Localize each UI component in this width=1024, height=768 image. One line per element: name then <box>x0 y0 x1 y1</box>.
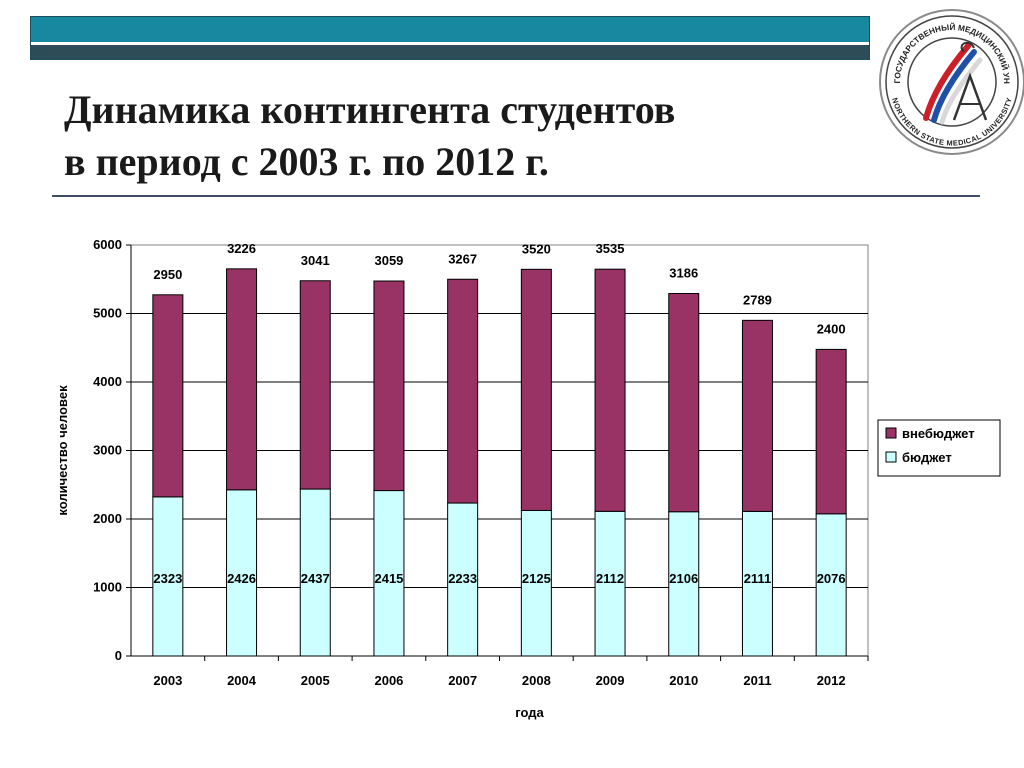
x-tick-label: 2011 <box>743 673 771 688</box>
y-tick-label: 1000 <box>93 580 122 595</box>
x-tick-label: 2012 <box>817 673 846 688</box>
data-label-extrabudget: 3186 <box>669 265 698 280</box>
data-label-budget: 2076 <box>817 571 846 586</box>
x-tick-label: 2005 <box>301 673 330 688</box>
page-title-line-1: Динамика контингента студентов <box>64 87 676 132</box>
legend-swatch <box>885 451 897 463</box>
data-label-budget: 2233 <box>448 571 477 586</box>
header-band <box>30 16 870 60</box>
bar-extrabudget <box>299 280 331 490</box>
bar-extrabudget <box>741 319 773 512</box>
bar-extrabudget <box>594 268 626 512</box>
bar-budget <box>594 510 626 657</box>
y-tick-label: 2000 <box>93 511 122 526</box>
legend <box>877 419 1001 477</box>
legend-label: бюджет <box>902 450 952 465</box>
data-label-budget: 2437 <box>301 571 330 586</box>
x-axis-title: года <box>515 705 544 720</box>
data-label-extrabudget: 3520 <box>522 241 551 256</box>
bar-budget <box>741 510 773 657</box>
title-divider <box>52 195 980 197</box>
data-label-budget: 2426 <box>227 571 256 586</box>
data-label-budget: 2415 <box>374 571 403 586</box>
header-band-teal <box>31 17 869 42</box>
y-tick-label: 4000 <box>93 374 122 389</box>
bar-extrabudget <box>152 294 184 498</box>
x-tick-label: 2004 <box>227 673 257 688</box>
data-label-extrabudget: 2400 <box>817 321 846 336</box>
x-tick-label: 2008 <box>522 673 551 688</box>
y-tick-label: 3000 <box>93 443 122 458</box>
legend-swatch <box>885 427 897 439</box>
x-tick-label: 2007 <box>448 673 477 688</box>
x-tick-label: 2006 <box>374 673 403 688</box>
data-label-budget: 2111 <box>744 571 772 586</box>
data-label-extrabudget: 3041 <box>301 253 330 268</box>
bar-extrabudget <box>815 348 847 515</box>
y-tick-label: 6000 <box>93 237 122 252</box>
stacked-bar-chart: 0 1000 2000 3000 4000 5000 6000 2950 2323 2003 322… <box>55 237 1001 720</box>
bar-extrabudget <box>447 278 479 504</box>
legend-label: внебюджет <box>902 426 975 441</box>
bar-extrabudget <box>373 280 405 492</box>
data-label-budget: 2125 <box>522 571 551 586</box>
bar-budget <box>815 513 847 657</box>
page-title-line-2: в период с 2003 г. по 2012 г. <box>64 139 549 184</box>
y-tick-label: 5000 <box>93 306 122 321</box>
data-label-extrabudget: 3059 <box>374 253 403 268</box>
data-label-budget: 2112 <box>596 571 624 586</box>
bar-extrabudget <box>668 292 700 513</box>
x-tick-label: 2009 <box>596 673 625 688</box>
bar-budget <box>152 496 184 657</box>
y-tick-label: 0 <box>115 648 122 663</box>
data-label-extrabudget: 2789 <box>743 292 772 307</box>
bar-budget <box>520 509 552 657</box>
bar-budget <box>447 502 479 657</box>
x-tick-label: 2010 <box>669 673 698 688</box>
data-label-extrabudget: 2950 <box>153 267 182 282</box>
header-band-dark <box>31 45 869 59</box>
data-label-extrabudget: 3267 <box>448 251 477 266</box>
y-axis-title: количество человек <box>55 385 70 516</box>
bar-extrabudget <box>226 268 258 491</box>
data-label-budget: 2323 <box>153 571 182 586</box>
x-tick-label: 2003 <box>153 673 182 688</box>
data-label-extrabudget: 3226 <box>227 241 256 256</box>
data-label-extrabudget: 3535 <box>596 241 625 256</box>
university-seal-icon: СЕВЕРНЫЙ ГОСУДАРСТВЕННЫЙ МЕДИЦИНСКИЙ УНИ… <box>876 6 1024 155</box>
data-label-budget: 2106 <box>669 571 698 586</box>
bar-extrabudget <box>520 268 552 511</box>
page-title: Динамика контингента студентов в период … <box>64 84 675 188</box>
bar-budget <box>373 490 405 657</box>
bar-budget <box>226 489 258 657</box>
